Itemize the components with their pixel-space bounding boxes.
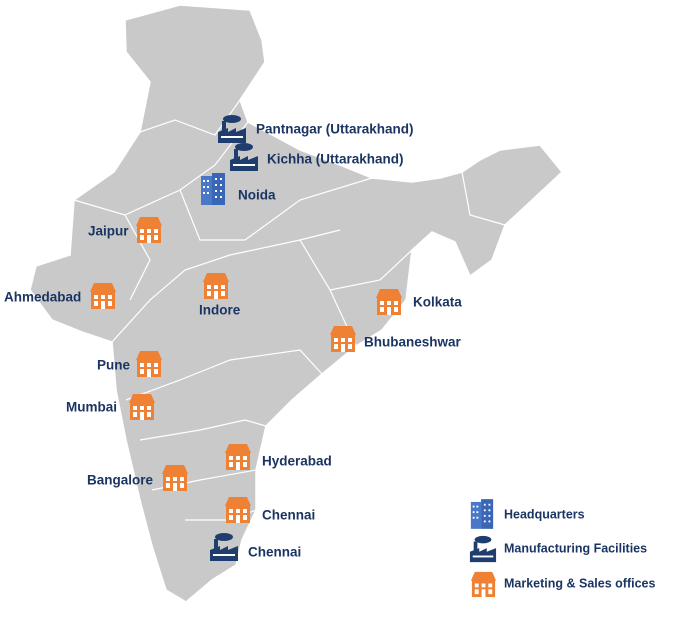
- location-label: Bhubaneshwar: [364, 335, 462, 350]
- house-icon: [225, 444, 251, 470]
- house-icon: [203, 273, 229, 299]
- house-icon: [376, 289, 402, 315]
- house-icon: [136, 351, 162, 377]
- legend-icon: [469, 535, 497, 563]
- legend-label: Marketing & Sales offices: [504, 576, 655, 590]
- building-icon: [201, 173, 225, 205]
- location-label: Kichha (Uttarakhand): [267, 152, 404, 167]
- legend-label: Headquarters: [504, 507, 585, 521]
- legend-label: Manufacturing Facilities: [504, 541, 647, 555]
- house-icon: [162, 465, 188, 491]
- legend-icon: [470, 571, 497, 598]
- legend: Headquarters Manufacturing Facilities Ma…: [469, 499, 655, 598]
- location-label: Pune: [97, 358, 130, 373]
- location-label: Hyderabad: [262, 454, 332, 469]
- house-icon: [129, 394, 155, 420]
- location-label: Pantnagar (Uttarakhand): [256, 122, 414, 137]
- location-label: Mumbai: [66, 400, 117, 415]
- house-icon: [330, 326, 356, 352]
- location-label: Ahmedabad: [4, 290, 81, 305]
- location-label: Chennai: [248, 545, 301, 560]
- legend-icon: [470, 499, 494, 529]
- house-icon: [90, 283, 116, 309]
- location-label: Kolkata: [413, 295, 462, 310]
- location-label: Chennai: [262, 508, 315, 523]
- location-label: Jaipur: [88, 224, 129, 239]
- house-icon: [136, 217, 162, 243]
- location-labels: Pantnagar (Uttarakhand) Kichha (Uttarakh…: [4, 122, 462, 560]
- location-label: Indore: [199, 303, 241, 318]
- location-label: Noida: [238, 188, 276, 203]
- location-label: Bangalore: [87, 473, 154, 488]
- house-icon: [225, 497, 251, 523]
